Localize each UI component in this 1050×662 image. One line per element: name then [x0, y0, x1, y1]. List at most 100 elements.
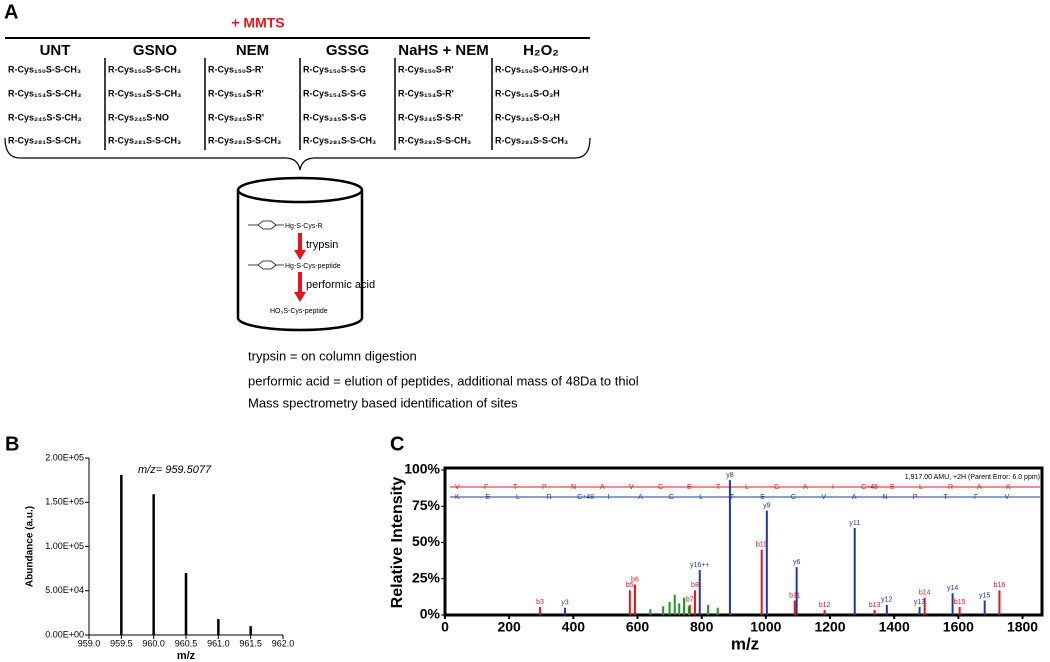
column-body: [236, 190, 364, 332]
sequence-residue: I: [608, 494, 610, 501]
cell: R-Cys₁₅₀S-S-G: [303, 64, 366, 74]
column: Hg-S-Cys-R trypsin Hg-S-Cys-peptide perf…: [236, 176, 375, 332]
sequence-residue: N: [882, 494, 887, 501]
peak-label: b13: [869, 602, 881, 609]
panel-label: B: [5, 433, 19, 455]
sequence-residue: V: [455, 484, 460, 491]
x-tick-label: 1400: [879, 619, 910, 635]
treatment: + MMTS: [231, 15, 284, 31]
sequence-residue: A: [638, 494, 643, 501]
cell: R-Cys₁₅₀S-S-CH₃: [108, 64, 181, 74]
peak-label: b8: [691, 582, 699, 589]
y-axis-label: Relative Intensity: [389, 477, 406, 609]
intermediate: Hg-S-Cys-peptide: [285, 263, 341, 270]
sequence-residue: E: [486, 494, 491, 501]
cell: R-Cys₂₈₁S-S-CH₃: [208, 135, 281, 145]
y-tick-label: 100%: [404, 461, 440, 477]
cell: R-Cys₁₅₄S-S-G: [303, 88, 366, 98]
sequence-residue: G: [774, 484, 779, 491]
cell: R-Cys₂₈₁S-S-CH₃: [495, 135, 568, 145]
sequence-residue: L: [516, 494, 520, 501]
peak-label: y11: [849, 520, 860, 527]
column-header: NEM: [236, 42, 269, 59]
sequence-residue: R: [547, 494, 552, 501]
sequence-residue: V: [629, 484, 634, 491]
phenyl: [248, 220, 284, 230]
sequence-residue: K: [455, 494, 460, 501]
peak-label: y8: [726, 472, 734, 479]
note: Mass spectrometry based identification o…: [248, 395, 518, 410]
sequence-residue: R: [948, 484, 953, 491]
cell: R-Cys₁₅₀S-S-CH₃: [8, 64, 81, 74]
y-tick-label: 5.00E+04: [45, 585, 84, 595]
x-tick-label: 1000: [750, 619, 781, 635]
peak-label: b7: [686, 597, 694, 604]
peak-label: b6: [631, 576, 639, 583]
y-tick-label: 0.00E+00: [45, 629, 84, 639]
column-top: [236, 176, 364, 204]
peak-label: b14: [919, 589, 931, 596]
cell: R-Cys₁₅₄S-S-CH₃: [8, 88, 81, 98]
sequence-residue: G: [669, 494, 674, 501]
plot-frame: [443, 466, 1044, 617]
x-tick-label: 961.5: [239, 638, 262, 648]
x-axis-label: m/z: [177, 650, 196, 662]
annotation: 1,917.00 AMU, +2H (Parent Error: 6.0 ppm…: [905, 474, 1040, 481]
x-tick-label: 800: [690, 619, 714, 635]
cell: R-Cys₂₈₁S-S-CH₃: [303, 135, 376, 145]
y-tick-label: 75%: [412, 497, 441, 513]
sequence-residue: E: [890, 484, 895, 491]
cell: R-Cys₂₈₁S-S-CH₃: [398, 135, 471, 145]
peak-label: b5: [626, 582, 634, 589]
x-tick-label: 600: [626, 619, 650, 635]
cell: R-Cys₂₄₅S-R': [208, 112, 264, 122]
cell: R-Cys₂₈₁S-S-CH₃: [8, 135, 81, 145]
peak-label: y14: [947, 585, 958, 592]
cell: R-Cys₁₅₀S-R': [208, 64, 264, 74]
x-tick-label: 962.0: [272, 638, 295, 648]
sequence-residue: F: [484, 484, 488, 491]
sequence-residue: G: [658, 484, 663, 491]
cell: R-Cys₁₅₄S-O₃H: [495, 88, 560, 98]
peak-label: y15: [979, 592, 990, 599]
column-header: H₂O₂: [523, 42, 559, 59]
arrowhead: [294, 292, 306, 302]
x-tick-label: 400: [562, 619, 586, 635]
column-header: GSNO: [133, 42, 178, 59]
x-tick-label: 200: [497, 619, 521, 635]
cell: R-Cys₁₅₀S-R': [398, 64, 454, 74]
sequence-residue: A: [852, 494, 857, 501]
peak-label: b11: [789, 592, 800, 599]
step: trypsin: [306, 239, 338, 251]
peak-label: y3: [561, 600, 569, 607]
cell: R-Cys₂₈₁S-S-CH₃: [108, 135, 181, 145]
sequence-residue: C+48: [861, 484, 878, 491]
y-axis-label: Abundance (a.u.): [25, 506, 36, 587]
x-tick-label: 959.5: [110, 638, 133, 648]
annotation: m/z= 959.5077: [138, 464, 212, 476]
column-header: GSSG: [326, 42, 369, 59]
sequence-residue: L: [745, 484, 749, 491]
reagent: Hg-S-Cys-R: [285, 223, 323, 230]
y-tick-label: 1.00E+05: [45, 541, 84, 551]
sequence-residue: G: [791, 494, 796, 501]
peak-label: y16++: [690, 562, 709, 569]
sequence-residue: A: [600, 484, 605, 491]
peak-label: y9: [763, 502, 771, 509]
sequence-residue: L: [919, 484, 923, 491]
x-tick-label: 960.5: [175, 638, 198, 648]
phenyl: [248, 260, 284, 270]
sequence-residue: F: [974, 494, 978, 501]
sequence-residue: E: [687, 484, 692, 491]
peak-label: b10: [756, 542, 768, 549]
y-tick-label: 25%: [412, 569, 441, 585]
cell: R-Cys₂₄₅S-O₂H: [495, 112, 560, 122]
y-tick-label: 2.00E+05: [45, 452, 84, 462]
peak-label: b12: [819, 602, 831, 609]
sequence-residue: P: [913, 494, 918, 501]
cell: R-Cys₁₅₄S-R': [208, 88, 264, 98]
sequence-residue: T: [730, 494, 735, 501]
x-tick-label: 961.0: [207, 638, 230, 648]
column-header: UNT: [40, 42, 71, 59]
